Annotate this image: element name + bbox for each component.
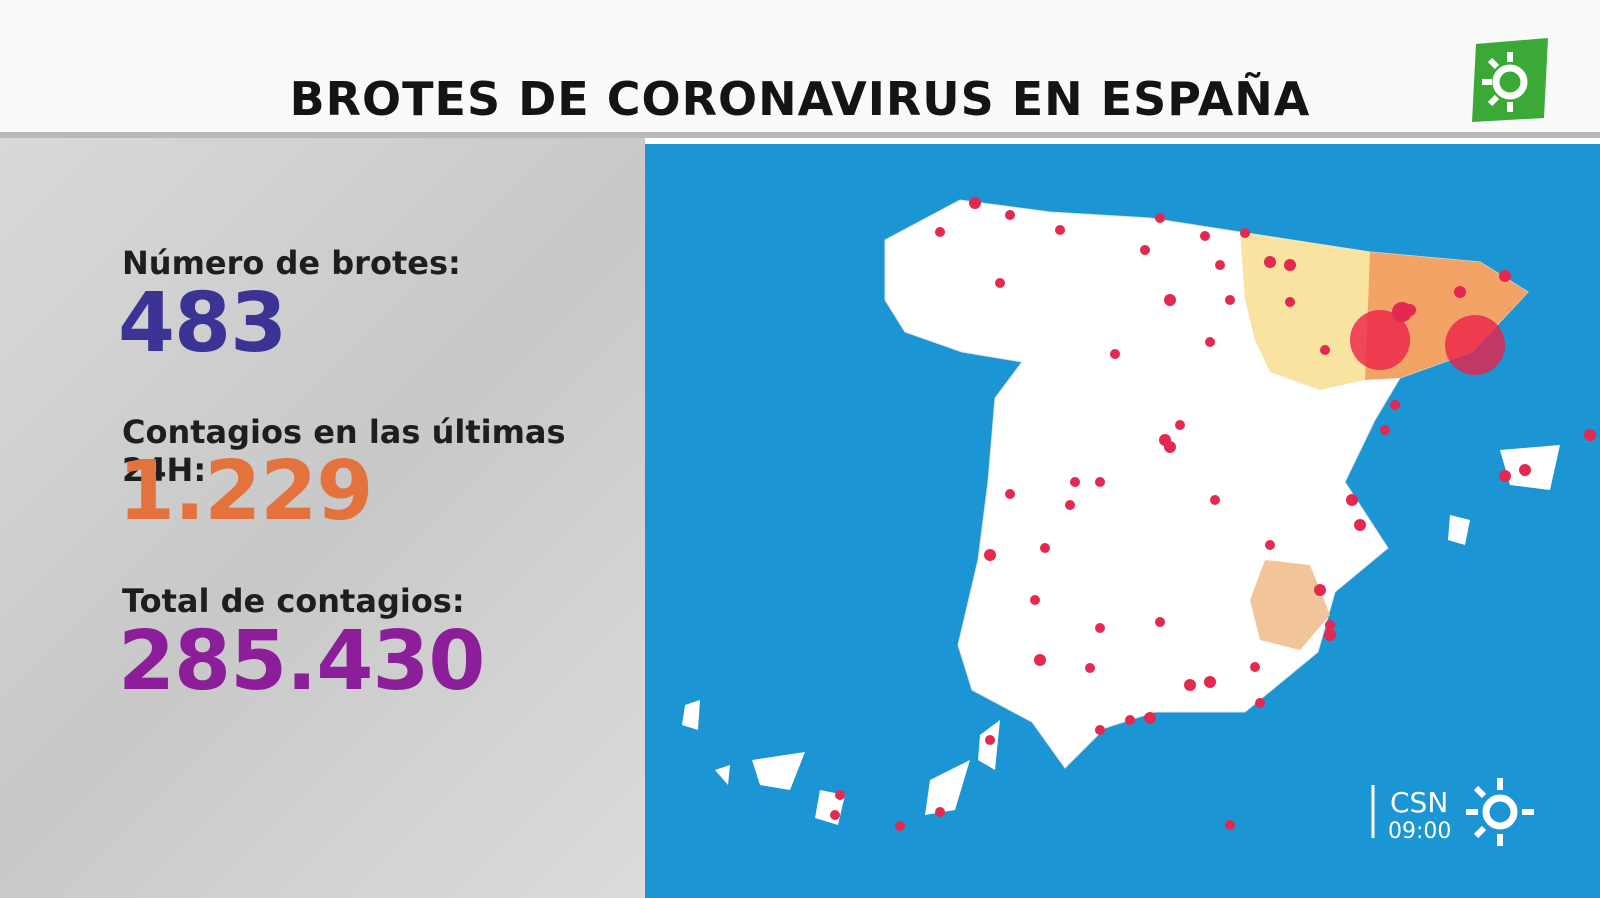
outbreak-dot bbox=[1255, 698, 1265, 708]
outbreak-dot bbox=[969, 197, 981, 209]
stat-value: 285.430 bbox=[118, 614, 485, 709]
stat-label: Número de brotes: bbox=[122, 244, 461, 282]
outbreak-dot bbox=[1205, 337, 1215, 347]
outbreak-dot bbox=[1392, 302, 1412, 322]
outbreak-dot bbox=[830, 810, 840, 820]
outbreak-dot bbox=[1350, 310, 1410, 370]
outbreak-dot bbox=[1034, 654, 1046, 666]
outbreak-dot bbox=[1164, 294, 1176, 306]
stats-panel: Número de brotes: 483 Contagios en las ú… bbox=[0, 138, 645, 898]
outbreak-dot bbox=[1065, 500, 1075, 510]
stat-label: Total de contagios: bbox=[122, 582, 465, 620]
outbreak-dot bbox=[1184, 679, 1196, 691]
outbreak-dot bbox=[1225, 820, 1235, 830]
outbreak-dot bbox=[1005, 210, 1015, 220]
outbreak-dot bbox=[1055, 225, 1065, 235]
outbreak-dot bbox=[1225, 295, 1235, 305]
outbreak-dot bbox=[1390, 400, 1400, 410]
map: CSN 09:00 bbox=[645, 144, 1600, 898]
outbreak-dot bbox=[1155, 617, 1165, 627]
outbreak-dot bbox=[935, 227, 945, 237]
channel-logo bbox=[1472, 38, 1548, 122]
outbreak-dot bbox=[1250, 662, 1260, 672]
outbreak-dot bbox=[1454, 286, 1466, 298]
outbreak-dot bbox=[1040, 543, 1050, 553]
balearics bbox=[1448, 515, 1470, 545]
program-logo bbox=[1466, 778, 1534, 846]
outbreak-dot bbox=[1095, 477, 1105, 487]
outbreak-dot bbox=[1095, 623, 1105, 633]
outbreak-dot bbox=[1445, 315, 1505, 375]
outbreak-dot bbox=[1095, 725, 1105, 735]
outbreak-dot bbox=[1144, 712, 1156, 724]
outbreak-dot bbox=[1155, 213, 1165, 223]
outbreak-dot bbox=[1380, 425, 1390, 435]
outbreak-dot bbox=[1264, 256, 1276, 268]
outbreak-dot bbox=[1125, 715, 1135, 725]
outbreak-dot bbox=[1070, 477, 1080, 487]
outbreak-dot bbox=[1354, 519, 1366, 531]
outbreak-dot bbox=[1175, 420, 1185, 430]
outbreak-dot bbox=[1324, 629, 1336, 641]
outbreak-dot bbox=[1325, 620, 1335, 630]
outbreak-dot bbox=[1005, 489, 1015, 499]
outbreak-dot bbox=[1499, 470, 1511, 482]
outbreak-dot bbox=[1159, 434, 1171, 446]
region-aragon bbox=[1240, 232, 1370, 390]
outbreak-dot bbox=[1030, 595, 1040, 605]
outbreak-dot bbox=[995, 278, 1005, 288]
header: BROTES DE CORONAVIRUS EN ESPAÑA bbox=[0, 0, 1600, 138]
program-name: CSN bbox=[1390, 786, 1448, 819]
outbreak-dot bbox=[1284, 259, 1296, 271]
outbreak-dot bbox=[1320, 345, 1330, 355]
outbreak-dot bbox=[895, 821, 905, 831]
outbreak-dot bbox=[1110, 349, 1120, 359]
outbreak-dot bbox=[1085, 663, 1095, 673]
outbreak-dot bbox=[935, 807, 945, 817]
outbreak-dot bbox=[985, 735, 995, 745]
stat-value: 483 bbox=[118, 276, 287, 371]
outbreak-dot bbox=[1140, 245, 1150, 255]
outbreak-dot bbox=[1519, 464, 1531, 476]
outbreak-dot bbox=[1200, 231, 1210, 241]
canary-islands bbox=[682, 700, 1000, 825]
title: BROTES DE CORONAVIRUS EN ESPAÑA bbox=[289, 72, 1311, 126]
outbreak-dot bbox=[1346, 494, 1358, 506]
outbreak-dot bbox=[1265, 540, 1275, 550]
outbreak-dot bbox=[984, 549, 996, 561]
outbreak-dot bbox=[1240, 228, 1250, 238]
outbreak-dot bbox=[1584, 429, 1596, 441]
outbreak-dots bbox=[830, 197, 1596, 831]
outbreak-dot bbox=[835, 790, 845, 800]
stat-value: 1.229 bbox=[118, 444, 373, 539]
outbreak-dot bbox=[1204, 676, 1216, 688]
outbreak-dot bbox=[1210, 495, 1220, 505]
outbreak-dot bbox=[1499, 270, 1511, 282]
stat-label: Contagios en las últimas 24H: bbox=[122, 413, 566, 489]
region-murcia bbox=[1250, 560, 1330, 650]
outbreak-dot bbox=[1314, 584, 1326, 596]
outbreak-dot bbox=[1285, 297, 1295, 307]
program-time: 09:00 bbox=[1388, 819, 1451, 844]
outbreak-dot bbox=[1215, 260, 1225, 270]
